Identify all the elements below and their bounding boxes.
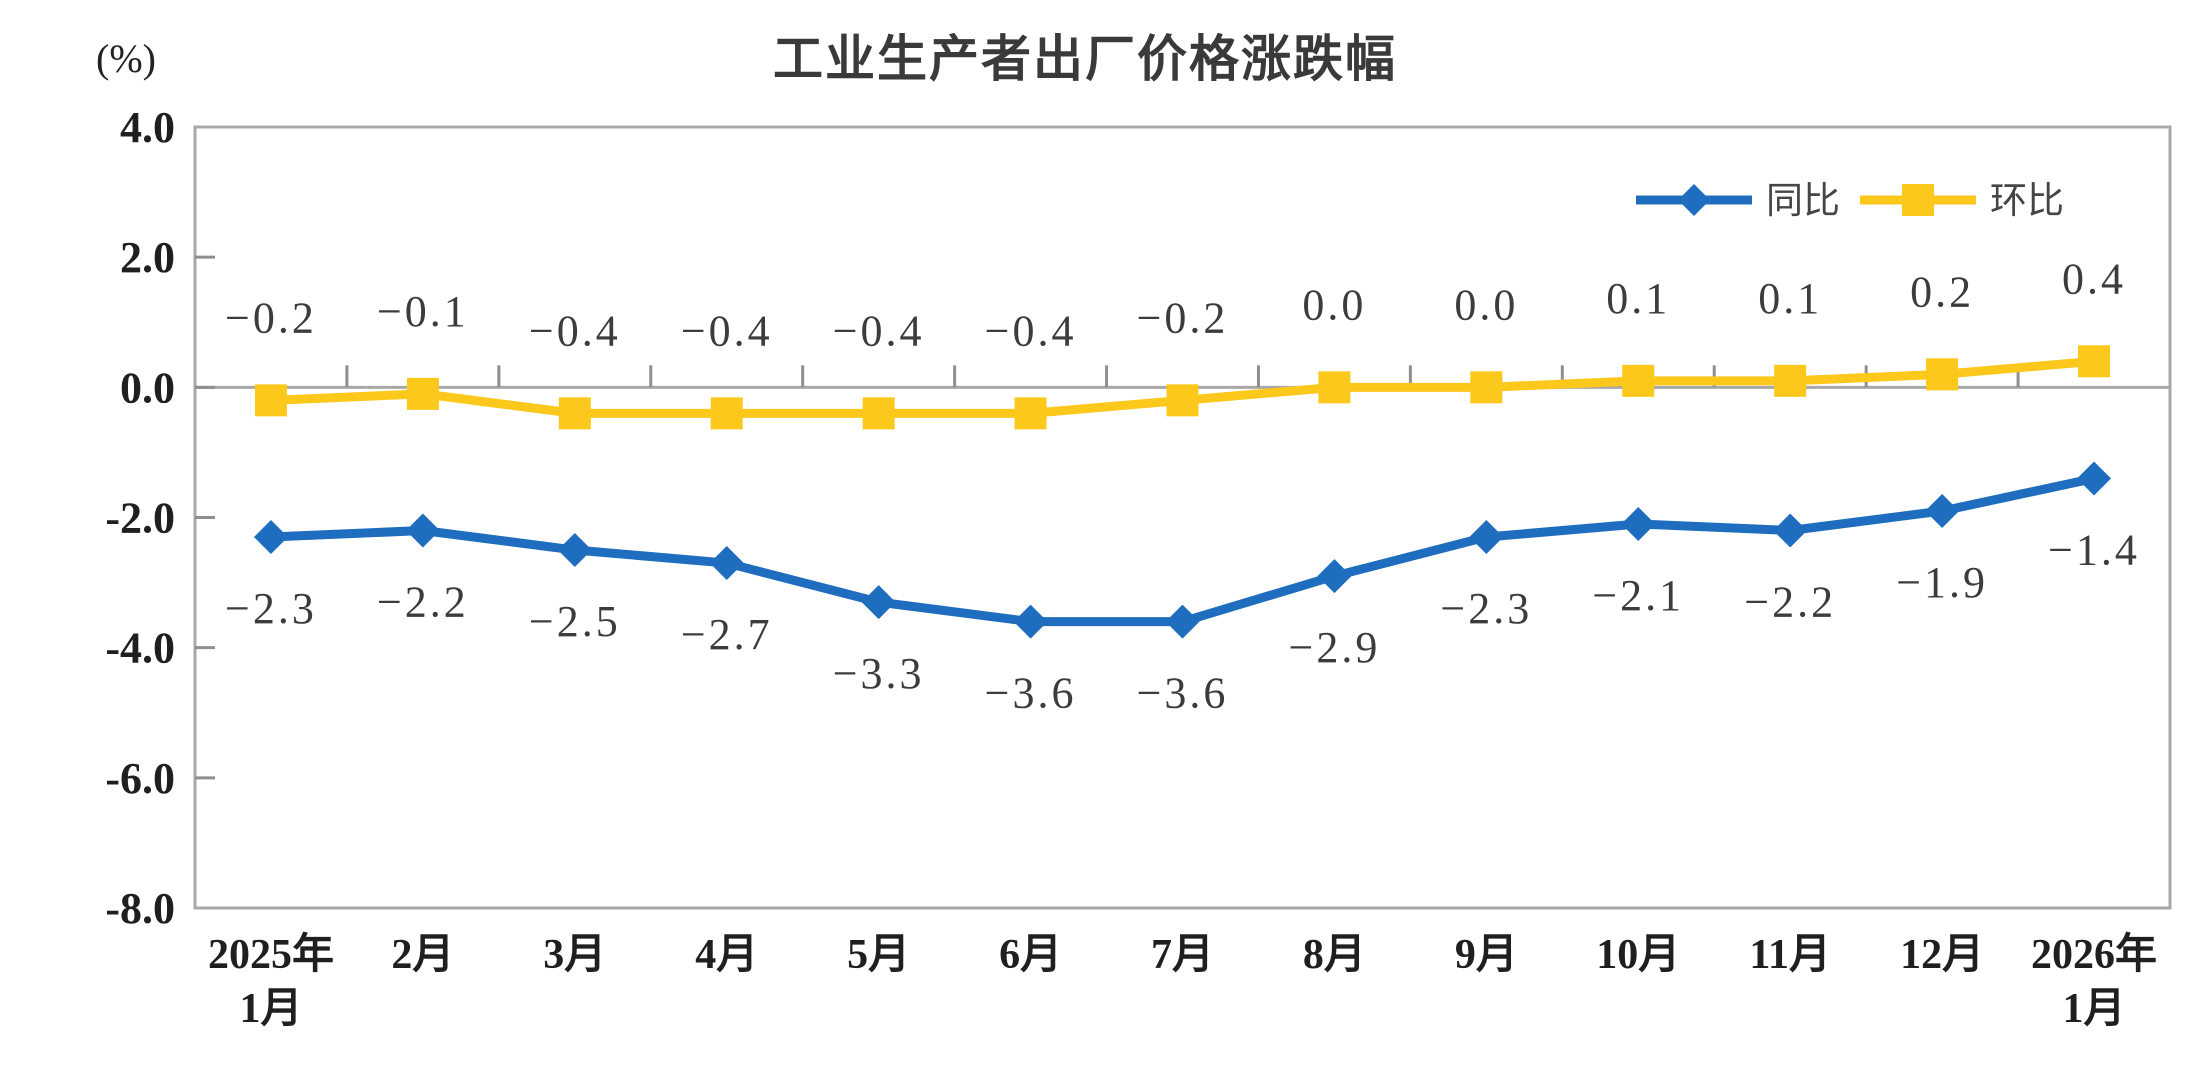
x-axis-label: 2025年 [208,931,334,978]
data-label-同比: −1.4 [2048,525,2140,574]
x-axis-label: 9月 [1455,932,1518,978]
data-label-环比: 0.2 [1910,267,1974,316]
marker-diamond [253,520,288,555]
data-label-环比: −0.4 [529,306,621,355]
marker-diamond [2077,461,2112,496]
data-label-同比: −3.6 [985,669,1077,718]
data-label-环比: −0.4 [833,306,925,355]
x-axis-label: 10月 [1596,932,1680,978]
data-label-同比: −2.3 [225,584,317,633]
data-label-同比: −3.6 [1137,669,1229,718]
marker-square [1318,371,1351,404]
data-label-环比: −0.2 [1137,293,1229,342]
marker-diamond [405,513,440,548]
marker-diamond [1621,507,1656,542]
y-axis-tick-label: -6.0 [105,754,175,803]
data-label-环比: −0.4 [985,306,1077,355]
data-label-同比: −2.5 [529,597,621,646]
marker-diamond [557,533,592,568]
data-label-同比: −2.2 [377,578,469,627]
x-axis-label: 2026年 [2031,931,2157,978]
marker-square [710,397,743,430]
x-axis-label: 5月 [847,932,910,978]
legend-mom-label: 环比 [1990,180,2064,221]
data-label-环比: 0.1 [1606,274,1670,323]
data-label-环比: −0.2 [225,293,317,342]
x-axis-label: 7月 [1151,932,1214,978]
data-label-同比: −2.2 [1744,578,1836,627]
marker-diamond [1013,604,1048,639]
data-label-同比: −1.9 [1896,558,1988,607]
legend-mom-square-icon [1902,184,1934,216]
marker-diamond [1773,513,1808,548]
marker-diamond [709,546,744,581]
marker-diamond [1317,559,1352,594]
x-axis-label: 6月 [999,932,1062,978]
marker-square [1470,371,1503,404]
data-label-环比: 0.0 [1454,280,1518,329]
marker-square [1014,397,1047,430]
marker-square [1774,364,1807,397]
data-label-同比: −2.1 [1592,571,1684,620]
marker-square [1622,364,1655,397]
data-label-同比: −3.3 [833,649,925,698]
marker-square [254,384,287,417]
x-axis-label: 12月 [1900,932,1984,978]
y-axis-tick-label: 4.0 [120,103,175,152]
plot-layer: 4.0 2.0 0.0 -2.0 -4.0 -6.0 -8.0 2025年 1月 2月 3月 4月 5月… [105,103,2172,1032]
y-axis-unit-label: (%) [96,36,156,81]
marker-square [406,377,439,410]
legend-yoy-label: 同比 [1766,180,1840,221]
y-axis-tick-label: -8.0 [105,884,175,933]
x-axis-label: 3月 [543,932,606,978]
marker-square [558,397,591,430]
data-label-环比: 0.1 [1758,274,1822,323]
x-axis-label: 1月 [2063,986,2126,1032]
legend: 同比 环比 [1636,180,2064,221]
marker-square [2078,345,2111,378]
marker-diamond [861,585,896,620]
chart-title: 工业生产者出厂价格涨跌幅 [773,31,1397,87]
y-axis-tick-label: -2.0 [105,494,175,543]
x-axis-label: 2月 [391,932,454,978]
marker-square [862,397,895,430]
y-axis-tick-label: 0.0 [120,363,175,412]
x-axis-label: 8月 [1303,932,1366,978]
data-label-同比: −2.9 [1289,623,1381,672]
marker-diamond [1469,520,1504,555]
x-axis-label: 11月 [1749,932,1831,978]
y-axis-tick-label: 2.0 [120,233,175,282]
x-axis-label: 4月 [695,932,758,978]
data-label-环比: 0.0 [1302,280,1366,329]
data-label-同比: −2.7 [681,610,773,659]
legend-yoy-diamond-icon [1678,184,1710,216]
data-label-环比: −0.1 [377,287,469,336]
y-axis-tick-label: -4.0 [105,624,175,673]
data-label-环比: −0.4 [681,306,773,355]
marker-square [1926,358,1959,391]
data-label-同比: −2.3 [1440,584,1532,633]
marker-diamond [1165,604,1200,639]
marker-square [1166,384,1199,417]
data-label-环比: 0.4 [2062,254,2126,303]
marker-diamond [1925,493,1960,528]
x-axis-label: 1月 [239,986,302,1032]
